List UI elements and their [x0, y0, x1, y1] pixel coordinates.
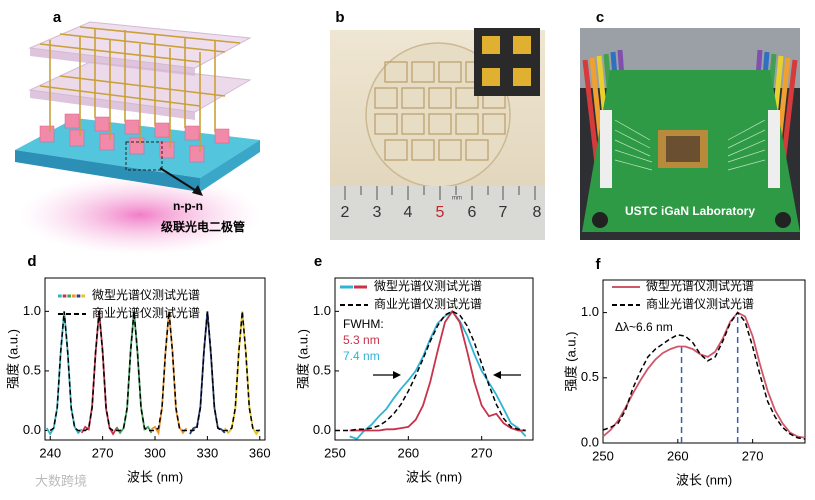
x-tick-label: 260 — [667, 448, 689, 463]
y-axis-label: 强度 (a.u.) — [5, 329, 20, 389]
y-axis-label: 强度 (a.u.) — [295, 329, 310, 389]
panel-label: b — [335, 9, 344, 26]
y-tick-label: 1.0 — [23, 303, 41, 318]
panel-c-photo — [580, 28, 800, 240]
ruler-number: 2 — [341, 204, 350, 221]
x-tick-label: 240 — [39, 445, 61, 460]
panel-b-photo — [330, 28, 545, 240]
y-tick-label: 1.0 — [313, 303, 331, 318]
annotation: 7.4 nm — [343, 349, 380, 363]
ruler-number: 3 — [373, 204, 382, 221]
x-axis-label: 波长 (nm) — [406, 469, 462, 484]
legend-label: 微型光谱仪测试光谱 — [646, 278, 754, 293]
legend-label: 微型光谱仪测试光谱 — [374, 278, 482, 293]
data-line — [335, 310, 526, 432]
callout-text: n-p-n — [173, 199, 203, 213]
data-line — [224, 311, 261, 436]
x-tick-label: 300 — [144, 445, 166, 460]
watermark: 大数跨境 — [35, 473, 87, 488]
data-line — [150, 311, 188, 436]
legend-label: 商业光谱仪测试光谱 — [374, 296, 482, 311]
annotation: FWHM: — [343, 317, 384, 331]
y-tick-label: 0.5 — [313, 362, 331, 377]
arrow-head — [493, 371, 501, 379]
x-tick-label: 270 — [742, 448, 764, 463]
data-line — [349, 309, 526, 432]
y-tick-label: 1.0 — [581, 304, 599, 319]
y-tick-label: 0.5 — [23, 362, 41, 377]
ruler-number: 5 — [436, 204, 445, 221]
panel-label: c — [596, 9, 604, 26]
ruler-numbers: 2 3 4 5 6 7 8 — [341, 204, 542, 221]
ruler-number: 6 — [468, 204, 477, 221]
plot-frame — [602, 279, 806, 444]
y-tick-label: 0.0 — [581, 434, 599, 449]
x-tick-label: 250 — [592, 448, 614, 463]
legend-label: 微型光谱仪测试光谱 — [92, 287, 200, 302]
x-tick-label: 330 — [197, 445, 219, 460]
data-line — [602, 311, 806, 439]
x-tick-label: 260 — [397, 445, 419, 460]
legend-label: 商业光谱仪测试光谱 — [92, 305, 200, 320]
data-line — [602, 311, 806, 440]
arrow-head — [393, 371, 401, 379]
data-line — [45, 311, 83, 436]
data-line — [349, 310, 527, 440]
ruler-number: 7 — [499, 204, 508, 221]
plot-frame — [44, 277, 266, 441]
y-tick-label: 0.0 — [23, 422, 41, 437]
panel-label: d — [27, 253, 36, 270]
y-tick-label: 0.5 — [581, 369, 599, 384]
data-line — [189, 311, 226, 435]
annotation: 5.3 nm — [343, 333, 380, 347]
y-axis-label: 强度 (a.u.) — [563, 332, 578, 392]
ruler-number: 4 — [404, 204, 413, 221]
x-tick-label: 270 — [92, 445, 114, 460]
plot-frame — [334, 277, 534, 441]
callout-text: 级联光电二极管 — [161, 219, 245, 234]
x-axis-label: 波长 (nm) — [127, 469, 183, 484]
panel-label: a — [53, 9, 62, 26]
x-tick-label: 270 — [471, 445, 493, 460]
ruler-number: 8 — [533, 204, 542, 221]
x-axis-label: 波长 (nm) — [676, 472, 732, 487]
legend-label: 商业光谱仪测试光谱 — [646, 296, 754, 311]
x-tick-label: 250 — [324, 445, 346, 460]
x-tick-label: 360 — [249, 445, 271, 460]
annotation: Δλ~6.6 nm — [615, 320, 673, 334]
panel-label: e — [314, 253, 322, 270]
data-line — [80, 311, 118, 436]
data-line — [115, 311, 153, 435]
panel-label: f — [596, 256, 602, 273]
board-text: USTC iGaN Laboratory — [625, 204, 755, 218]
panel-a-illustration — [15, 21, 260, 255]
ruler-unit: mm — [452, 196, 462, 202]
data-line — [49, 311, 260, 432]
y-tick-label: 0.0 — [313, 422, 331, 437]
